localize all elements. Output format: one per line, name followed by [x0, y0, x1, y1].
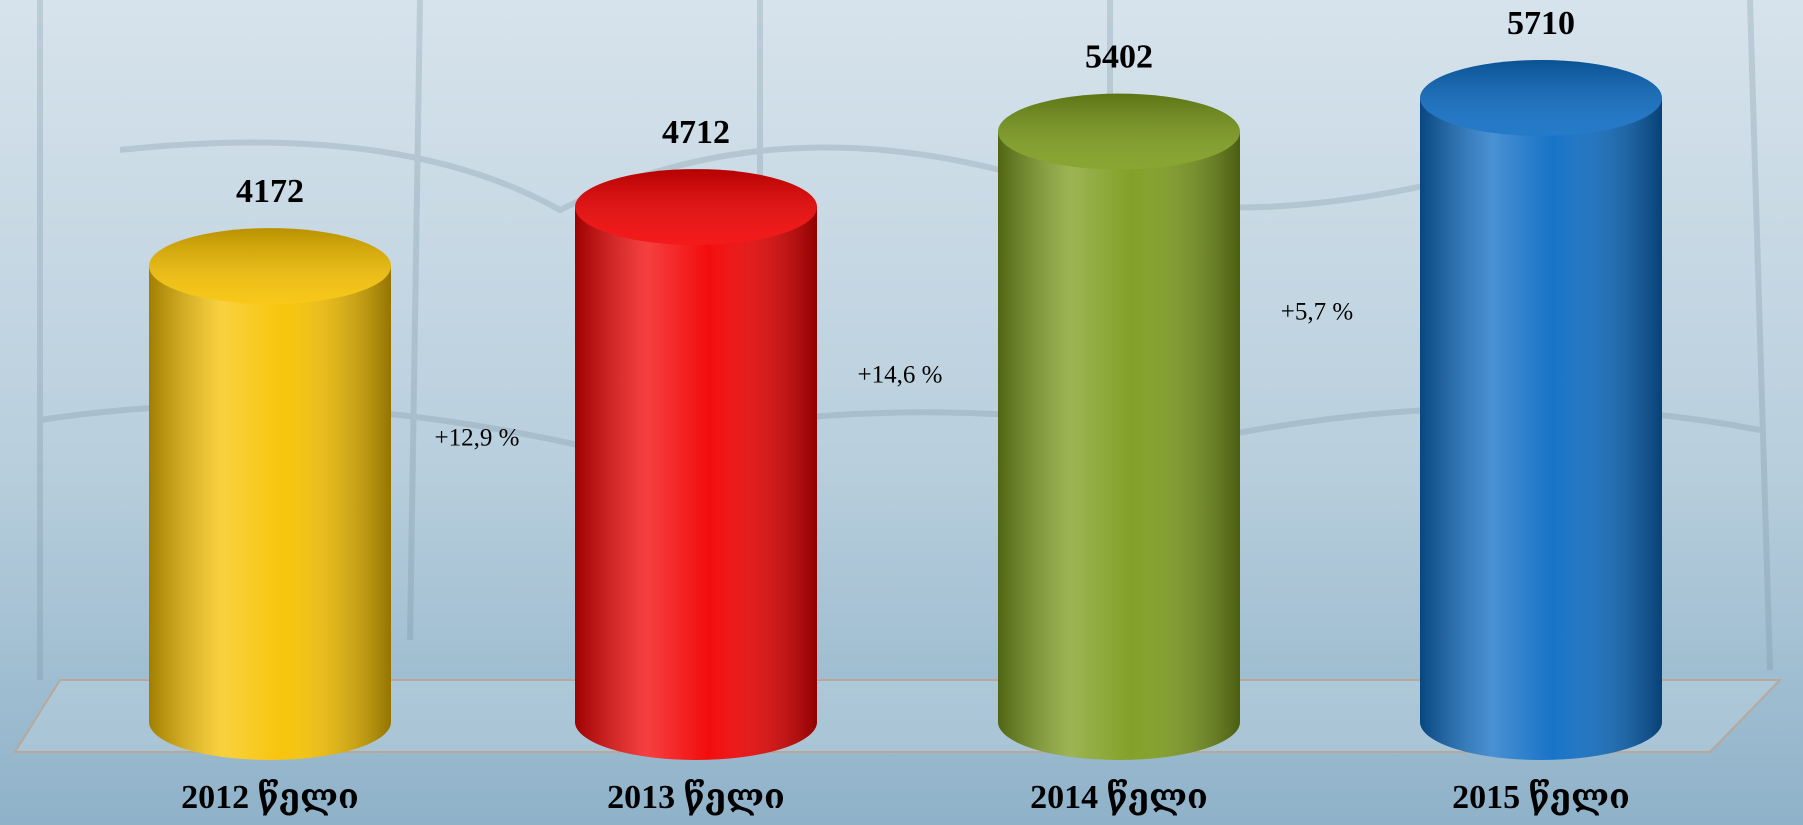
cylinder-top-shade [998, 94, 1240, 170]
cylinder-shade [998, 132, 1240, 760]
value-label: 5710 [1507, 5, 1575, 42]
x-tick-label: 2015 წელი [1452, 779, 1630, 816]
growth-annotation: +5,7 % [1281, 299, 1353, 326]
cylinder-top-shade [149, 228, 391, 304]
growth-annotation: +14,6 % [858, 362, 943, 389]
chart: 4172 2012 წელი 4712 2013 წელი 5402 2014 წელი 5… [0, 0, 1803, 825]
cylinder-shade [149, 266, 391, 760]
value-label: 5402 [1085, 38, 1153, 75]
cylinder-shade [1420, 98, 1662, 760]
cylinder-top-shade [1420, 60, 1662, 136]
x-tick-label: 2014 წელი [1030, 779, 1208, 816]
value-label: 4712 [662, 114, 730, 151]
growth-annotation: +12,9 % [435, 425, 520, 452]
cylinder-top-shade [575, 169, 817, 245]
x-tick-label: 2013 წელი [607, 779, 785, 816]
cylinder-shade [575, 207, 817, 760]
value-label: 4172 [236, 173, 304, 210]
x-tick-label: 2012 წელი [181, 779, 359, 816]
